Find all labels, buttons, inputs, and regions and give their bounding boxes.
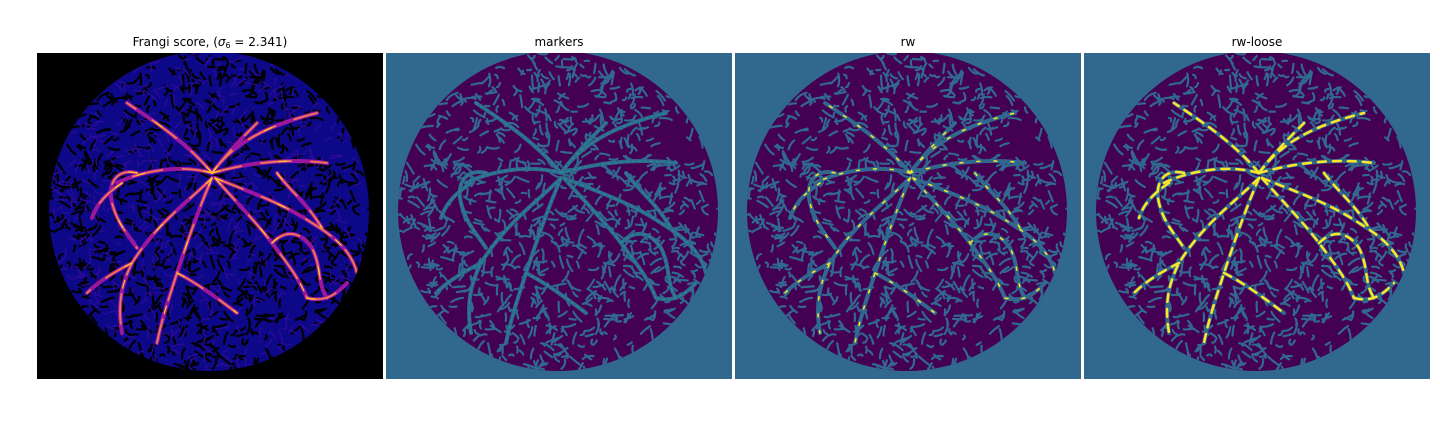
vessel-segment [909,122,956,174]
marker-layer [435,102,707,344]
vessel-segment [91,182,123,219]
vessel-segment [440,182,472,219]
vessel-segment [1003,281,1047,302]
vessel-segment [788,181,822,220]
vessel-segment [271,233,328,299]
vessel-segment [505,177,562,344]
vessel-segment [560,160,677,174]
vessel-segment [1137,181,1171,220]
vessel-segment [969,233,1026,299]
vessel-segment [214,177,358,274]
vessel-segment [525,272,587,314]
vessel-segment [214,177,308,299]
frangi-score-image [37,53,383,379]
vessel-segment [465,168,562,184]
vessel-segment [1202,176,1261,345]
vessel-segment [1352,281,1396,301]
texture-layer [49,53,369,371]
vessel-segment [276,172,323,229]
vessel-segment [912,177,1056,274]
vessel-segment [1317,232,1376,300]
vessel-segment [1132,261,1181,295]
rw-title: rw [900,35,916,49]
vessel-layer-peak [86,102,358,344]
segmentation-layer [1132,101,1406,345]
vessel-segment [625,172,672,229]
vessel-segment [1156,170,1186,250]
rw-image [735,53,1081,379]
vessel-segment [475,102,562,174]
vessel-segment [211,160,328,174]
vessel-segment [784,262,831,294]
frangi-score-canvas [37,53,383,379]
vessel-segment [808,171,836,249]
vessel-segment [974,172,1021,229]
vessel-segment [306,282,348,300]
vessel-segment [909,160,1026,174]
vessel-segment [1222,271,1286,315]
vessel-segment [823,101,912,175]
rw-canvas [735,53,1081,379]
vessel-segment [1162,167,1261,185]
vessel-segment [435,262,482,294]
vessel-segment [814,168,911,184]
vessel-segment [176,272,238,314]
rw-loose-image [1084,53,1430,379]
rw-loose-title: rw-loose [1231,35,1283,49]
vessel-segment [874,272,936,314]
markers-canvas [386,53,732,379]
frangi-score-title: Frangi score, (σ6 = 2.341) [132,35,288,50]
vessel-segment [560,122,607,174]
vessel-segment [563,177,707,274]
rw-loose-canvas [1084,53,1430,379]
vessel-segment [1257,121,1306,175]
vessel-segment [620,233,677,299]
vessel-segment [211,122,258,174]
vessel-segment [86,262,133,294]
vessel-segment [459,171,487,249]
vessel-segment [116,167,213,184]
vessel-segment [1165,176,1261,335]
vessel-segment [655,282,697,300]
vessel-segment [126,102,213,174]
vessel-segment [1260,176,1406,275]
vessel-segment [1322,171,1371,230]
vessel-segment [109,171,138,249]
vessel-segment [1172,101,1261,175]
markers-title: markers [534,35,584,49]
segmentation-layer [784,102,1056,344]
markers-image [386,53,732,379]
vessel-segment [1257,159,1376,175]
